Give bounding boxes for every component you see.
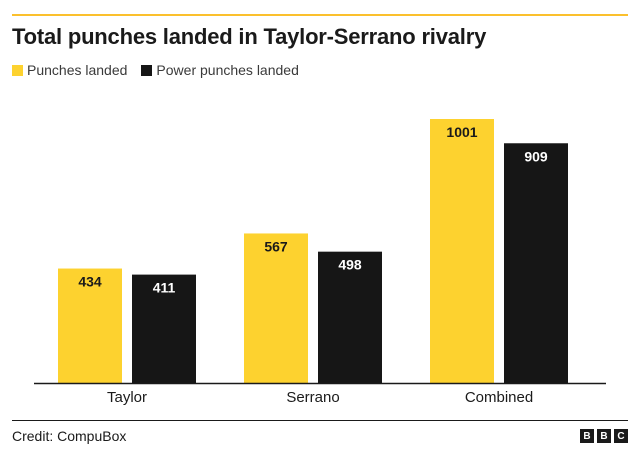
data-label-serrano-punches-landed: 567	[264, 238, 288, 254]
data-label-taylor-power-punches-landed: 411	[153, 280, 176, 296]
bar-taylor-power-punches-landed	[132, 274, 196, 383]
credit-text: Credit: CompuBox	[12, 428, 127, 444]
data-label-taylor-punches-landed: 434	[78, 274, 102, 290]
legend-swatch-punches	[12, 64, 23, 76]
legend-item-punches: Punches landed	[12, 62, 127, 78]
bar-taylor-punches-landed	[58, 268, 122, 383]
bar-serrano-power-punches-landed	[318, 251, 382, 383]
data-label-combined-power-punches-landed: 909	[524, 148, 548, 164]
bar-combined-punches-landed	[430, 119, 494, 383]
bbc-logo-letter-b1: B	[580, 429, 594, 443]
data-label-serrano-power-punches-landed: 498	[338, 257, 362, 273]
top-accent-rule	[12, 14, 628, 16]
category-label-taylor: Taylor	[107, 389, 147, 406]
category-label-combined: Combined	[465, 389, 533, 406]
bar-combined-power-punches-landed	[504, 143, 568, 383]
data-label-combined-punches-landed: 1001	[446, 124, 477, 140]
bar-chart: 434 411 Taylor 567 498 Serrano 1001 909 Combined	[34, 119, 606, 406]
chart-title: Total punches landed in Taylor-Serrano r…	[12, 24, 487, 49]
legend-swatch-power	[141, 64, 153, 76]
bbc-logo-letter-b2: B	[597, 429, 611, 443]
bbc-logo-letter-c: C	[614, 429, 628, 443]
footer-rule	[12, 420, 628, 421]
legend-item-power: Power punches landed	[141, 62, 299, 78]
legend-label-power: Power punches landed	[156, 62, 299, 78]
bbc-logo: B B C	[577, 429, 628, 443]
legend-label-punches: Punches landed	[27, 62, 128, 78]
category-label-serrano: Serrano	[286, 389, 339, 406]
bar-serrano-punches-landed	[244, 233, 308, 383]
legend: Punches landed Power punches landed	[12, 62, 313, 78]
